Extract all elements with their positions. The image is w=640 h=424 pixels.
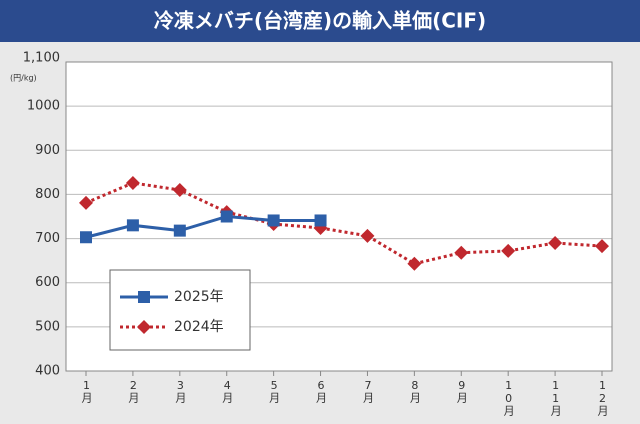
x-tick-label: 6月: [315, 379, 328, 403]
point: [126, 219, 139, 232]
y-axis-unit: (円/kg): [10, 74, 37, 83]
chart-title: 冷凍メバチ(台湾産)の輸入単価(CIF): [154, 9, 486, 33]
point: [314, 214, 327, 227]
legend-box: [109, 269, 251, 351]
x-tick-label: 7月: [361, 379, 374, 403]
point: [267, 214, 280, 227]
y-tick-label: 900: [35, 143, 60, 158]
y-tick-label: 1000: [27, 99, 60, 114]
title-band: [0, 0, 640, 42]
plot-border: [65, 61, 613, 372]
legend-marker: [137, 320, 151, 334]
y-tick-label: 400: [35, 364, 60, 379]
x-tick-label: 3月: [174, 379, 187, 403]
x-tick-label: 4月: [221, 379, 234, 403]
point: [80, 231, 92, 244]
x-tick-label: 11月: [549, 379, 562, 416]
y-tick-label: 800: [35, 187, 60, 202]
legend-marker: [138, 291, 150, 303]
point: [220, 210, 233, 223]
point: [172, 183, 187, 198]
point: [595, 239, 609, 254]
legend-label: 2025年: [174, 289, 224, 305]
point: [360, 228, 375, 243]
y-tick-label: 500: [35, 319, 60, 334]
x-tick-label: 2月: [127, 379, 140, 403]
x-tick-label: 8月: [408, 379, 421, 403]
point: [125, 175, 140, 190]
point: [173, 224, 186, 237]
series-line: [85, 214, 321, 239]
series-line: [85, 181, 603, 266]
y-tick-label: 1,100: [23, 51, 60, 66]
x-tick-label: 12月: [596, 379, 609, 416]
point: [454, 245, 469, 260]
y-tick-label: 700: [35, 231, 60, 246]
legend-label: 2024年: [174, 319, 224, 335]
x-tick-label: 10月: [502, 379, 515, 416]
point: [501, 243, 516, 258]
point: [407, 256, 422, 271]
x-tick-label: 9月: [455, 379, 468, 403]
x-tick-label: 1月: [80, 379, 93, 403]
y-tick-label: 600: [35, 275, 60, 290]
point: [548, 235, 563, 250]
point: [79, 195, 93, 210]
x-tick-label: 5月: [268, 379, 281, 403]
